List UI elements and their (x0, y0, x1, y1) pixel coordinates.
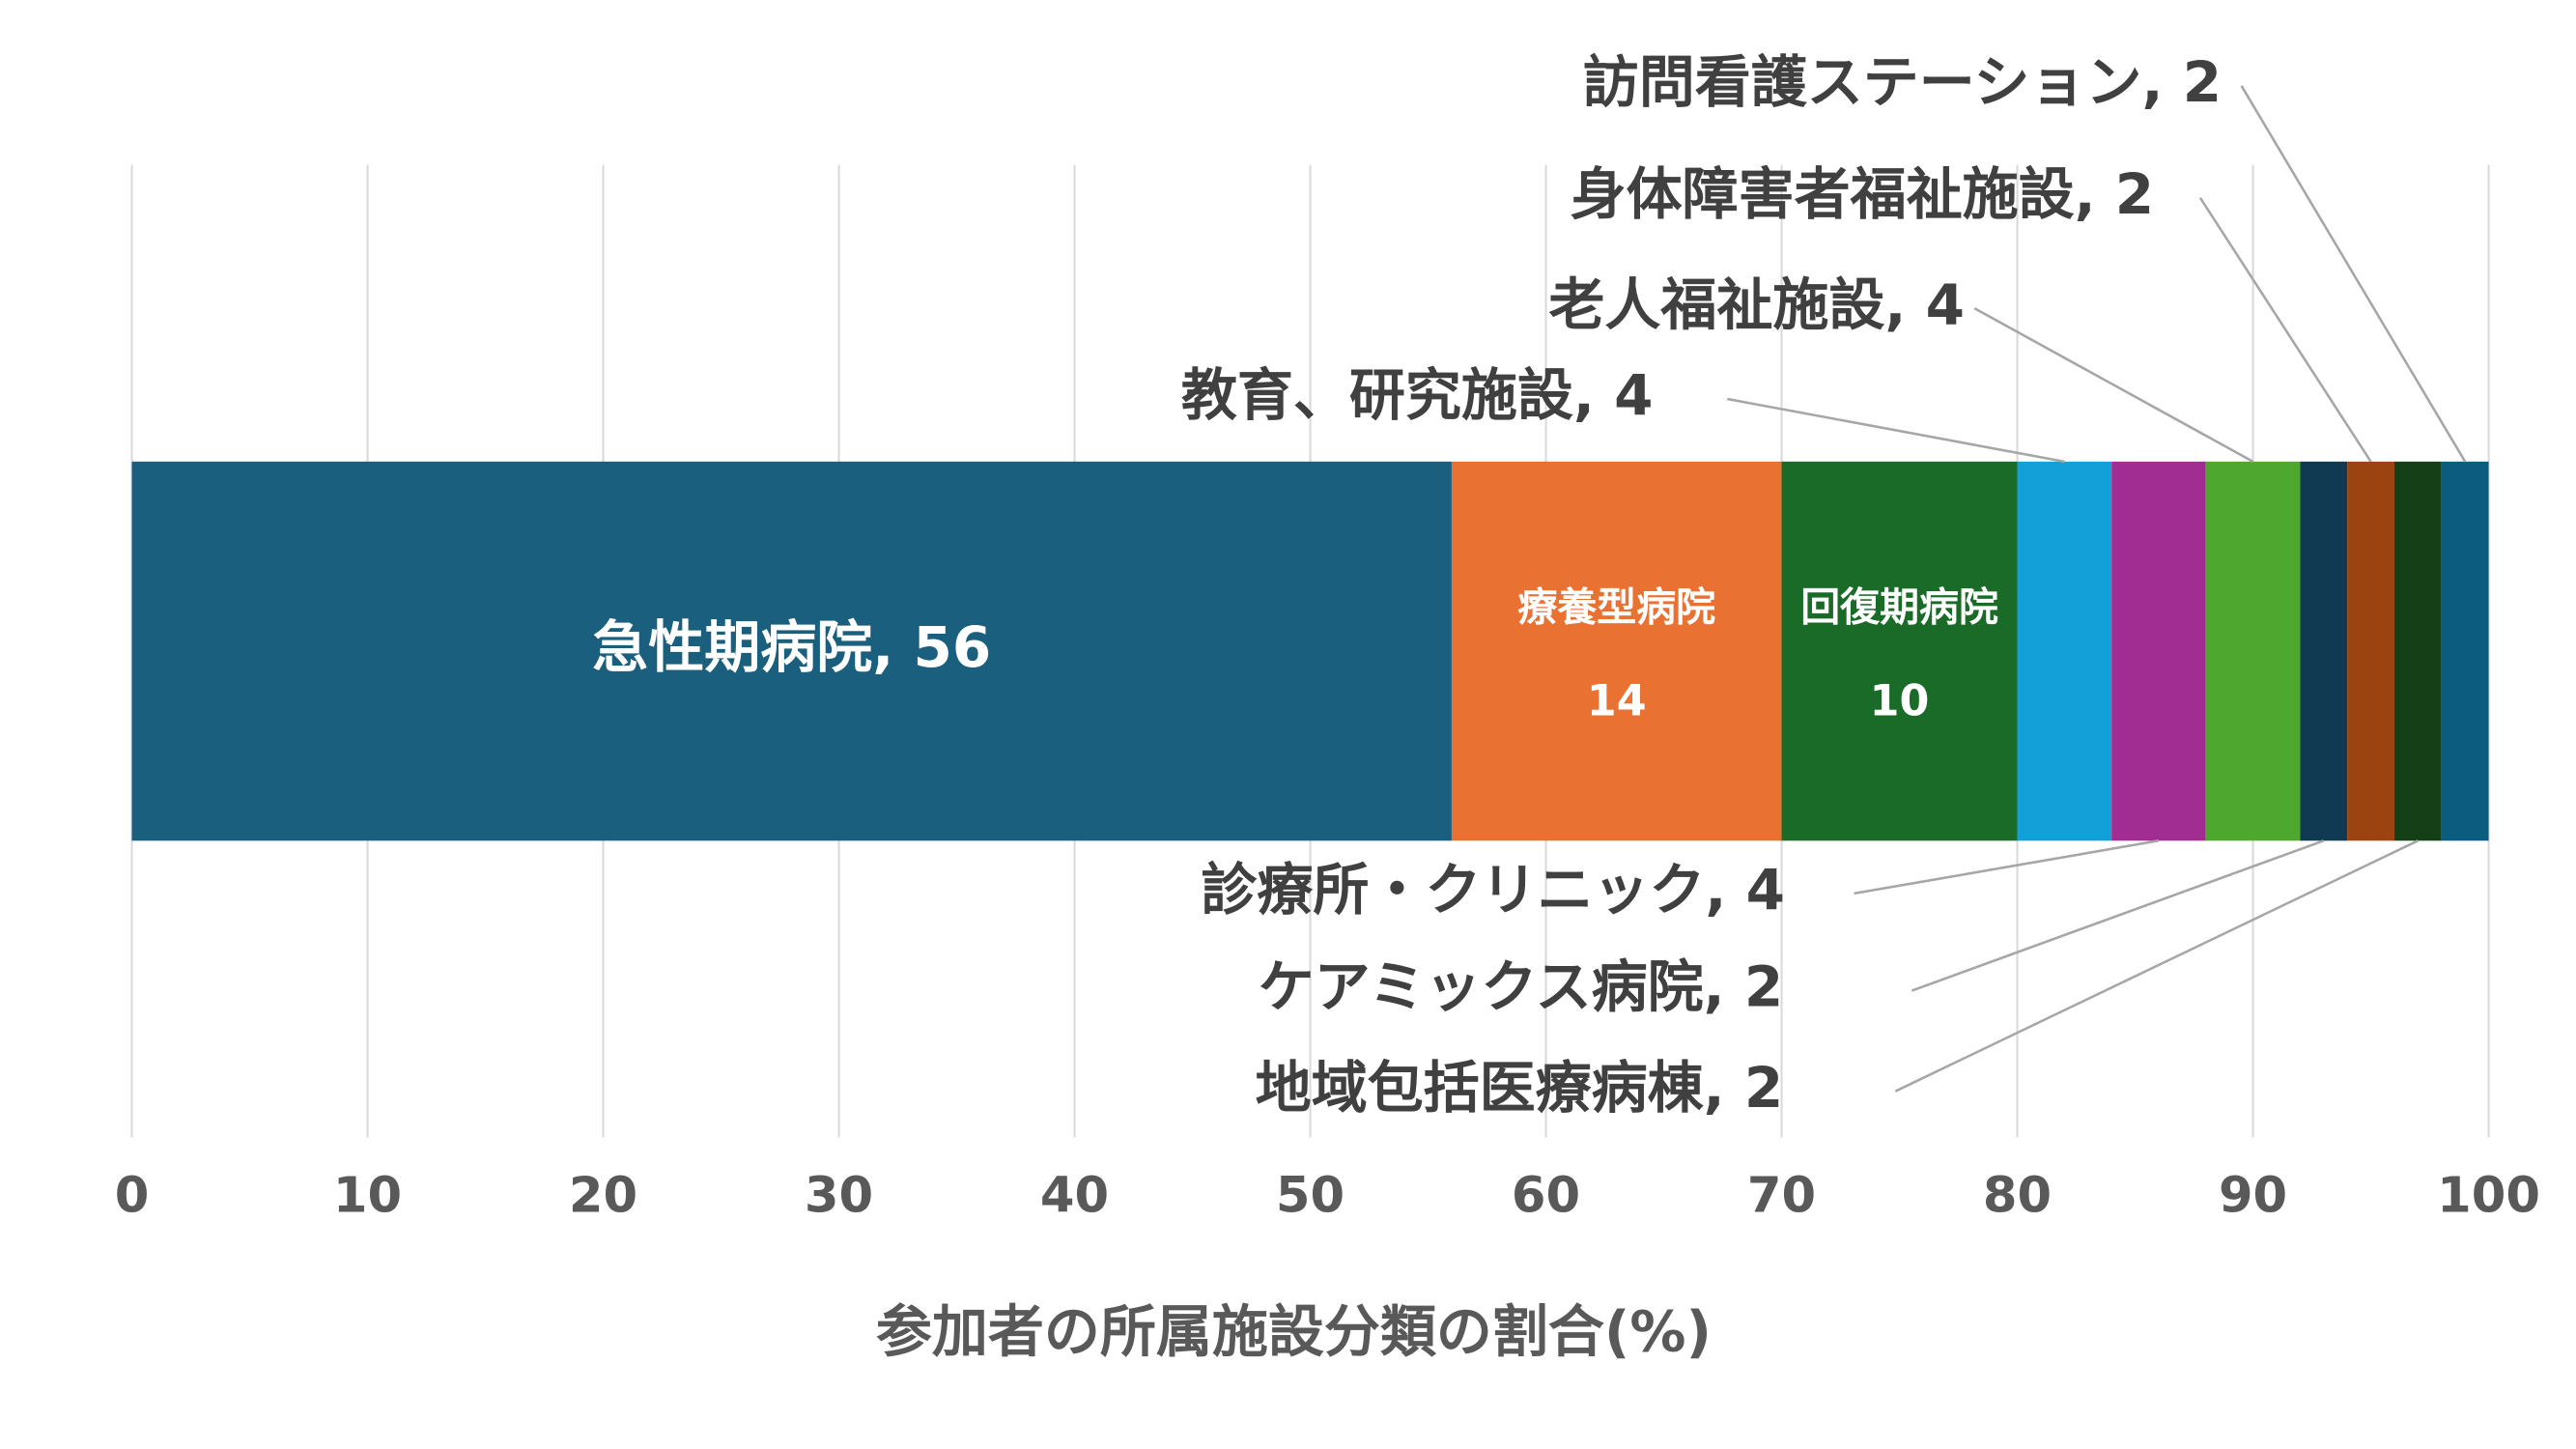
x-tick-label: 0 (115, 1167, 150, 1225)
bar-segment (2347, 461, 2394, 841)
leader-line (2198, 197, 2372, 463)
x-tick-label: 80 (1983, 1167, 2052, 1225)
bar-segment (2017, 461, 2112, 841)
data-label: 身体障害者福祉施設, 2 (1571, 161, 2155, 227)
data-label: 14 (1587, 677, 1647, 726)
x-tick-label: 90 (2219, 1167, 2287, 1225)
x-tick-label: 70 (1747, 1167, 1816, 1225)
leader-line (1894, 839, 2419, 1093)
bar-segment (2111, 461, 2206, 841)
x-tick-label: 40 (1040, 1167, 1109, 1225)
leader-line (2240, 85, 2467, 463)
leader-line (1973, 307, 2254, 463)
x-tick-label: 50 (1276, 1167, 1345, 1225)
bar-segment (2393, 461, 2442, 841)
data-label: 急性期病院, 56 (592, 614, 991, 680)
x-tick-label: 20 (569, 1167, 637, 1225)
x-tick-label: 10 (333, 1167, 402, 1225)
segment-name: 療養型病院 (1517, 583, 1715, 630)
data-label: 老人福祉施設, 4 (1548, 271, 1965, 337)
bar-segment (1451, 461, 1782, 841)
leader-line (1911, 839, 2325, 992)
bar-segment (2441, 461, 2489, 841)
data-label: 10 (1870, 677, 1930, 726)
segment-name: 回復期病院 (1800, 583, 1998, 630)
data-label: ケアミックス病院, 2 (1259, 954, 1784, 1020)
leader-line (1727, 397, 2065, 464)
bar-segment (2205, 461, 2301, 841)
x-axis-title: 参加者の所属施設分類の割合(%) (876, 1298, 1712, 1364)
bar-segment (2300, 461, 2348, 841)
bar-segment (131, 461, 1452, 841)
data-label: 教育、研究施設, 4 (1181, 362, 1654, 428)
leader-line (1854, 839, 2160, 895)
data-label: 地域包括医療病棟, 2 (1256, 1055, 1784, 1121)
bar-segment (1781, 461, 2018, 841)
data-label: 診療所・クリニック, 4 (1201, 857, 1785, 923)
x-tick-label: 30 (805, 1167, 873, 1225)
data-label: 訪問看護ステーション, 2 (1583, 49, 2222, 115)
x-tick-label: 60 (1512, 1167, 1580, 1225)
x-tick-label: 100 (2437, 1167, 2540, 1225)
